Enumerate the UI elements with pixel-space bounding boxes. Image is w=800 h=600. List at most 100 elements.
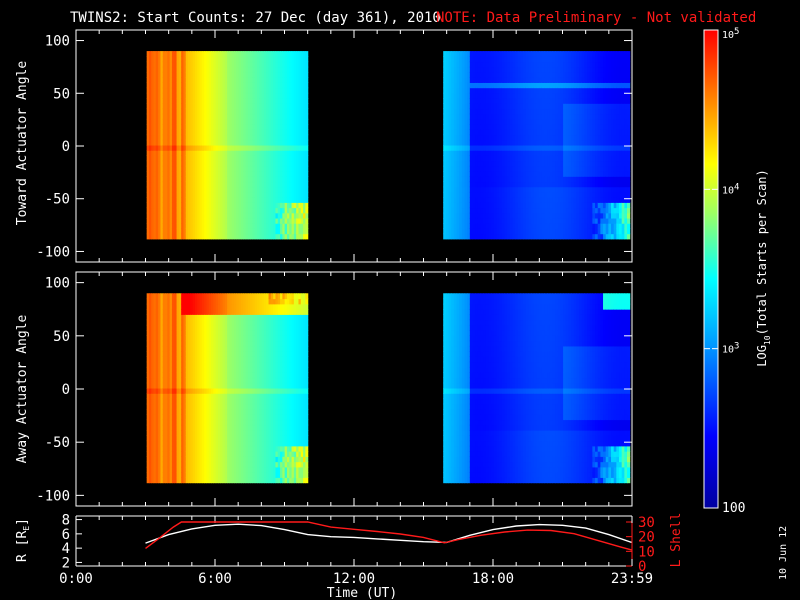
heatmap-cell: [488, 233, 492, 240]
heatmap-cell: [217, 134, 221, 141]
heatmap-cell: [268, 87, 272, 94]
heatmap-cell: [169, 217, 173, 224]
heatmap-cell: [206, 113, 210, 120]
heatmap-cell: [512, 191, 516, 198]
heatmap-cell: [151, 66, 155, 73]
heatmap-cell: [275, 134, 279, 141]
heatmap-cell: [472, 233, 476, 240]
heatmap-cell: [183, 134, 187, 141]
heatmap-cell: [208, 87, 212, 94]
heatmap-cell: [280, 108, 283, 115]
heatmap-cell: [243, 233, 247, 240]
heatmap-cell: [453, 139, 458, 146]
heatmap-cell: [252, 233, 256, 240]
heatmap-cell: [263, 71, 267, 78]
heatmap-cell: [277, 61, 281, 68]
heatmap-cell: [169, 118, 173, 125]
heatmap-cell: [275, 56, 279, 63]
heatmap-cell: [303, 155, 306, 162]
heatmap-cell: [183, 171, 187, 177]
heatmap-cell: [243, 160, 247, 167]
heatmap-cell: [303, 233, 306, 240]
heatmap-cell: [501, 66, 506, 73]
heatmap-cell: [257, 61, 260, 68]
heatmap-cell: [165, 223, 168, 229]
heatmap-cell: [220, 56, 224, 63]
heatmap-cell: [215, 181, 219, 188]
heatmap-cell: [520, 134, 524, 141]
heatmap-cell: [155, 150, 159, 156]
heatmap-cell: [296, 233, 300, 240]
heatmap-cell: [243, 103, 247, 110]
heatmap-cell: [268, 181, 272, 188]
heatmap-cell: [456, 124, 460, 130]
heatmap-cell: [158, 134, 162, 141]
heatmap-cell: [155, 87, 159, 94]
heatmap-cell: [469, 61, 474, 68]
heatmap-cell: [528, 139, 532, 146]
heatmap-cell: [286, 176, 290, 183]
heatmap-cell: [254, 223, 258, 229]
heatmap-cell: [501, 82, 506, 89]
heatmap-cell: [520, 202, 524, 209]
heatmap-cell: [303, 197, 306, 203]
heatmap-cell: [469, 186, 474, 193]
heatmap-cell: [531, 223, 535, 229]
heatmap-cell: [300, 71, 304, 78]
heatmap-cell: [469, 66, 474, 73]
heatmap-cell: [531, 103, 535, 110]
heatmap-cell: [194, 56, 198, 63]
heatmap-cell: [231, 82, 235, 89]
heatmap-cell: [298, 113, 302, 120]
heatmap-cell: [512, 113, 516, 120]
heatmap-cell: [286, 223, 290, 229]
heatmap-cell: [162, 98, 166, 104]
heatmap-cell: [194, 103, 198, 110]
heatmap-cell: [252, 191, 256, 198]
heatmap-cell: [160, 186, 164, 193]
heatmap-cell: [250, 71, 254, 78]
heatmap-cell: [451, 113, 455, 120]
heatmap-cell: [165, 207, 168, 214]
heatmap-cell: [162, 217, 166, 224]
heatmap-cell: [247, 207, 251, 214]
heatmap-cell: [280, 202, 283, 209]
heatmap-cell: [480, 171, 484, 177]
heatmap-cell: [254, 207, 258, 214]
heatmap-cell: [300, 92, 304, 99]
heatmap-cell: [533, 186, 538, 193]
heatmap-cell: [250, 66, 254, 73]
heatmap-cell: [443, 202, 447, 209]
heatmap-cell: [266, 92, 270, 99]
heatmap-cell: [213, 139, 217, 146]
heatmap-cell: [190, 150, 194, 156]
heatmap-cell: [467, 233, 471, 240]
heatmap-cell: [229, 51, 233, 57]
heatmap-cell: [525, 171, 530, 177]
heatmap-cell: [456, 150, 460, 156]
heatmap-cell: [467, 124, 471, 130]
heatmap-cell: [199, 66, 203, 73]
heatmap-cell: [496, 108, 500, 115]
heatmap-cell: [445, 212, 450, 219]
heatmap-cell: [155, 228, 159, 235]
heatmap-cell: [293, 118, 297, 125]
heatmap-cell: [261, 113, 265, 120]
heatmap-cell: [220, 181, 224, 188]
heatmap-cell: [190, 124, 194, 130]
heatmap-cell: [181, 98, 185, 104]
heatmap-cell: [293, 103, 297, 110]
heatmap-cell: [525, 165, 530, 172]
heatmap-cell: [155, 139, 159, 146]
heatmap-cell: [176, 66, 180, 73]
heatmap-cell: [286, 108, 290, 115]
heatmap-cell: [217, 92, 221, 99]
heatmap-cell: [300, 87, 304, 94]
heatmap-cell: [213, 92, 217, 99]
heatmap-cell: [201, 144, 205, 151]
heatmap-cell: [213, 228, 217, 235]
heatmap-cell: [472, 134, 476, 141]
heatmap-cell: [509, 150, 514, 156]
heatmap-cell: [515, 233, 519, 240]
heatmap-cell: [467, 56, 471, 63]
